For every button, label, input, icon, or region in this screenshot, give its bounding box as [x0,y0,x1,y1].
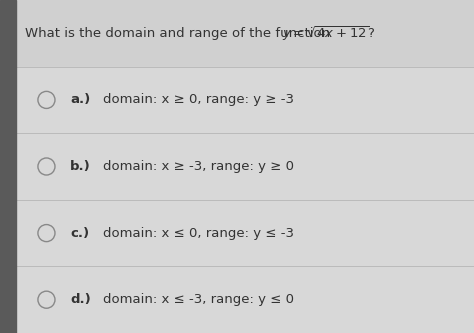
Text: c.): c.) [70,226,89,240]
Text: $y=\sqrt{4x+12}$?: $y=\sqrt{4x+12}$? [282,24,375,43]
Bar [16,0,474,67]
Text: What is the domain and range of the function: What is the domain and range of the func… [25,27,335,40]
Text: b.): b.) [70,160,91,173]
Text: domain: x ≤ 0, range: y ≤ -3: domain: x ≤ 0, range: y ≤ -3 [103,226,294,240]
Bar [16,266,474,333]
Bar [0,0,16,333]
Text: d.): d.) [70,293,91,306]
Text: domain: x ≤ -3, range: y ≤ 0: domain: x ≤ -3, range: y ≤ 0 [103,293,294,306]
Bar [16,67,474,133]
Text: domain: x ≥ 0, range: y ≥ -3: domain: x ≥ 0, range: y ≥ -3 [103,93,294,107]
Bar [16,133,474,200]
Text: domain: x ≥ -3, range: y ≥ 0: domain: x ≥ -3, range: y ≥ 0 [103,160,294,173]
Text: a.): a.) [70,93,91,107]
Bar [16,200,474,266]
